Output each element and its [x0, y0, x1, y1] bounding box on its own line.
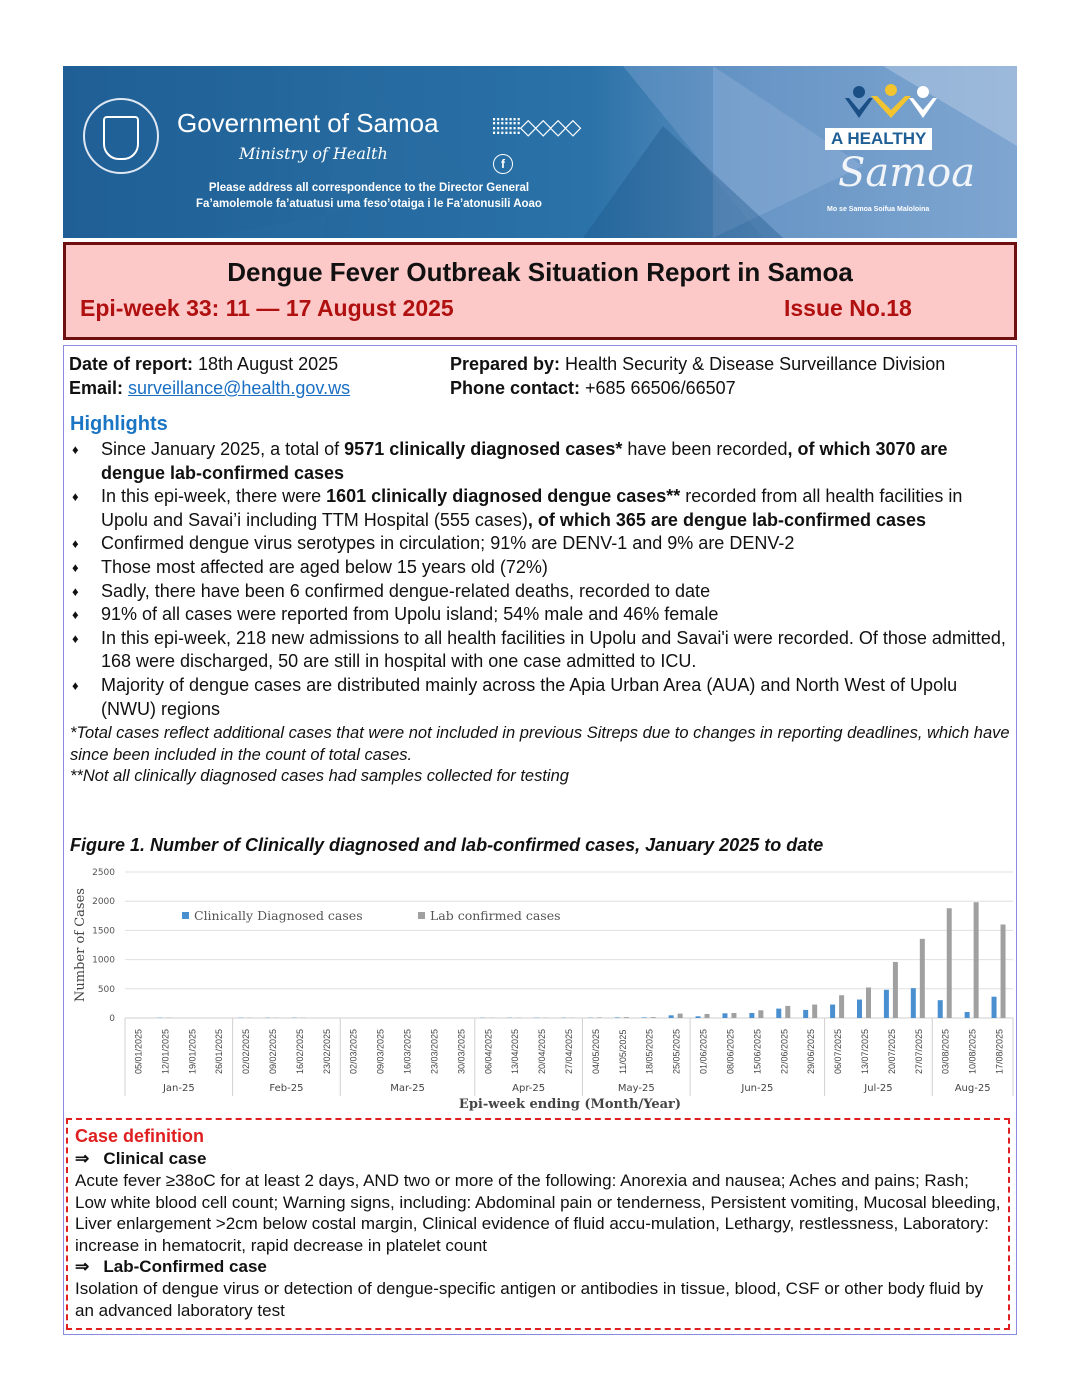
lab-case-title: Lab-Confirmed case: [103, 1257, 267, 1276]
address-english: Please address all correspondence to the…: [208, 182, 530, 194]
lab-case-text: Isolation of dengue virus or detection o…: [75, 1279, 984, 1320]
highlight-bold: , of which 3070 are dengue lab-confirmed…: [101, 439, 948, 483]
header-banner: Government of Samoa Ministry of Health ⁞…: [63, 66, 1017, 238]
footnote-total-cases: *Total cases reflect additional cases th…: [70, 724, 1010, 764]
report-email: Email: surveillance@health.gov.ws: [69, 376, 350, 400]
highlight-text: recorded from all health facilities in U…: [101, 486, 963, 530]
highlight-text: have been recorded: [622, 439, 788, 459]
lab-case-heading: ⇒ Lab-Confirmed case: [75, 1256, 1001, 1278]
highlight-item: Confirmed dengue virus serotypes in circ…: [70, 532, 1010, 556]
email-link[interactable]: surveillance@health.gov.ws: [128, 378, 351, 398]
healthy-samoa-tag: A HEALTHY: [825, 128, 933, 150]
highlight-item: Since January 2025, a total of 9571 clin…: [70, 438, 1010, 485]
arrow-icon: ⇒: [75, 1257, 90, 1276]
clinical-case-heading: ⇒ Clinical case: [75, 1148, 1001, 1170]
case-definition-heading: Case definition: [75, 1126, 205, 1146]
crest-shield-icon: [103, 116, 139, 160]
date-value: 18th August 2025: [193, 354, 339, 374]
healthy-samoa-script-logo: Samoa: [838, 150, 976, 196]
highlight-bold: 1601 clinically diagnosed dengue cases**: [326, 486, 681, 507]
figure-title: Figure 1. Number of Clinically diagnosed…: [70, 835, 824, 855]
samoa-coat-of-arms-logo: [83, 98, 159, 174]
highlights-list: Since January 2025, a total of 9571 clin…: [70, 438, 1010, 721]
highlights-heading: Highlights: [70, 413, 168, 435]
date-label: Date of report:: [69, 354, 194, 374]
clinical-case-text: Acute fever ≥38oC for at least 2 days, A…: [75, 1171, 1001, 1255]
phone-value: +685 66506/66507: [580, 378, 736, 398]
highlight-item: Majority of dengue cases are distributed…: [70, 674, 1010, 721]
arrow-icon: ⇒: [75, 1149, 90, 1168]
issue-number: Issue No.18: [784, 295, 912, 321]
clinical-case-title: Clinical case: [103, 1149, 207, 1168]
highlight-text: In this epi-week, there were: [101, 486, 327, 507]
prepared-value: Health Security & Disease Surveillance D…: [560, 354, 946, 374]
government-name: Government of Samoa: [177, 108, 439, 138]
report-title: Dengue Fever Outbreak Situation Report i…: [227, 257, 853, 287]
report-date: Date of report: 18th August 2025: [69, 352, 338, 376]
healthy-samoa-people-logo-icon: [845, 84, 937, 118]
email-label: Email:: [69, 378, 124, 398]
phone-contact: Phone contact: +685 66506/66507: [450, 376, 736, 400]
highlights-section: Highlights Since January 2025, a total o…: [70, 410, 1010, 788]
healthy-samoa-motto: Mo se Samoa Soifua Maloloina: [827, 206, 930, 213]
prepared-by: Prepared by: Health Security & Disease S…: [450, 352, 945, 376]
footnotes: *Total cases reflect additional cases th…: [70, 723, 1010, 788]
phone-label: Phone contact:: [450, 378, 581, 398]
highlight-bold: 9571 clinically diagnosed cases*: [344, 439, 623, 459]
highlight-item: 91% of all cases were reported from Upol…: [70, 603, 1010, 627]
prepared-label: Prepared by:: [450, 354, 561, 374]
highlight-text: Since January 2025, a total of: [101, 439, 345, 459]
highlight-bold: , of which 365 are dengue lab-confirmed …: [527, 509, 927, 530]
decorative-diamond-pattern: ⁞⁞⁞⁞⁞⁞⁞◇◇◇◇: [491, 114, 581, 139]
highlight-item: In this epi-week, 218 new admissions to …: [70, 627, 1010, 674]
highlight-item: Sadly, there have been 6 confirmed dengu…: [70, 580, 1010, 604]
highlight-item: Those most affected are aged below 15 ye…: [70, 556, 1010, 580]
highlight-item: In this epi-week, there were 1601 clinic…: [70, 485, 1010, 532]
report-title-box: Dengue Fever Outbreak Situation Report i…: [63, 242, 1017, 340]
correspondence-address: Please address all correspondence to the…: [159, 180, 579, 212]
facebook-icon[interactable]: f: [493, 154, 513, 174]
report-body: Date of report: 18th August 2025 Email: …: [63, 345, 1017, 1335]
case-definition-box: Case definition ⇒ Clinical case Acute fe…: [66, 1118, 1010, 1330]
epi-week-label: Epi-week 33: 11 — 17 August 2025: [80, 295, 454, 321]
footnote-samples: **Not all clinically diagnosed cases had…: [70, 767, 569, 786]
ministry-name: Ministry of Health: [239, 144, 388, 163]
address-samoan: Fa’amolemole fa’atuatusi uma feso’otaiga…: [196, 198, 542, 210]
